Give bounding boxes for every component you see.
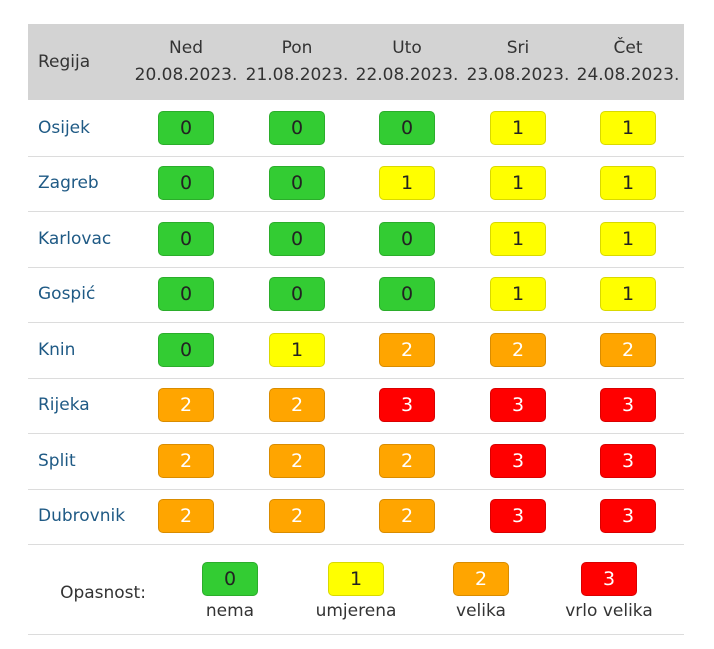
level-badge: 0 [158, 277, 214, 312]
level-badge: 0 [379, 110, 435, 145]
row-separator [28, 156, 684, 157]
region-name: Gospić [38, 284, 96, 305]
level-badge: 3 [490, 499, 546, 534]
level-badge: 0 [269, 110, 325, 145]
level-badge: 1 [490, 166, 546, 201]
level-badge: 0 [202, 562, 258, 596]
header-day: Sri [506, 38, 530, 58]
legend-label: nema [205, 601, 255, 621]
level-badge: 0 [269, 277, 325, 312]
region-name: Split [38, 450, 76, 471]
region-name: Dubrovnik [38, 506, 126, 527]
level-badge: 1 [269, 332, 325, 367]
level-badge: 2 [379, 443, 435, 478]
level-badge: 0 [269, 221, 325, 256]
row-separator [28, 433, 684, 434]
header-day: Pon [281, 38, 313, 58]
region-name: Rijeka [38, 395, 90, 416]
header-day: Uto [392, 38, 422, 58]
row-separator [28, 322, 684, 323]
legend-label: velika [456, 601, 506, 621]
legend-label: vrlo velika [565, 601, 653, 621]
level-badge: 2 [158, 499, 214, 534]
level-badge: 0 [158, 166, 214, 201]
level-badge: 0 [158, 332, 214, 367]
level-badge: 2 [158, 443, 214, 478]
legend-label: umjerena [315, 601, 397, 621]
level-badge: 1 [600, 166, 656, 201]
level-badge: 3 [379, 388, 435, 423]
level-badge: 2 [490, 332, 546, 367]
level-badge: 2 [158, 388, 214, 423]
header-day: Čet [613, 38, 643, 58]
row-separator [28, 544, 684, 545]
level-badge: 2 [379, 499, 435, 534]
row-separator [28, 378, 684, 379]
level-badge: 0 [158, 110, 214, 145]
header-date: 21.08.2023. [245, 65, 349, 85]
level-badge: 3 [581, 562, 637, 596]
level-badge: 0 [379, 277, 435, 312]
row-separator [28, 211, 684, 212]
level-badge: 0 [269, 166, 325, 201]
level-badge: 1 [490, 110, 546, 145]
level-badge: 3 [490, 443, 546, 478]
bottom-separator [28, 634, 684, 635]
header-date: 23.08.2023. [466, 65, 570, 85]
header-date: 20.08.2023. [134, 65, 238, 85]
header-date: 24.08.2023. [576, 65, 680, 85]
level-badge: 1 [379, 166, 435, 201]
level-badge: 1 [490, 277, 546, 312]
level-badge: 2 [379, 332, 435, 367]
level-badge: 3 [600, 499, 656, 534]
level-badge: 2 [453, 562, 509, 596]
legend-title: Opasnost: [60, 583, 146, 603]
header-region: Regija [38, 52, 91, 72]
level-badge: 1 [600, 277, 656, 312]
row-separator [28, 489, 684, 490]
level-badge: 3 [600, 443, 656, 478]
level-badge: 1 [490, 221, 546, 256]
level-badge: 1 [600, 110, 656, 145]
header-date: 22.08.2023. [355, 65, 459, 85]
level-badge: 2 [269, 499, 325, 534]
header-day: Ned [169, 38, 203, 58]
region-name: Karlovac [38, 228, 112, 249]
level-badge: 1 [328, 562, 384, 596]
level-badge: 2 [269, 388, 325, 423]
region-name: Osijek [38, 117, 90, 138]
level-badge: 3 [490, 388, 546, 423]
level-badge: 3 [600, 388, 656, 423]
region-name: Zagreb [38, 173, 99, 194]
region-name: Knin [38, 339, 76, 360]
header-background [28, 24, 684, 100]
row-separator [28, 267, 684, 268]
level-badge: 2 [269, 443, 325, 478]
level-badge: 2 [600, 332, 656, 367]
level-badge: 0 [158, 221, 214, 256]
level-badge: 1 [600, 221, 656, 256]
level-badge: 0 [379, 221, 435, 256]
